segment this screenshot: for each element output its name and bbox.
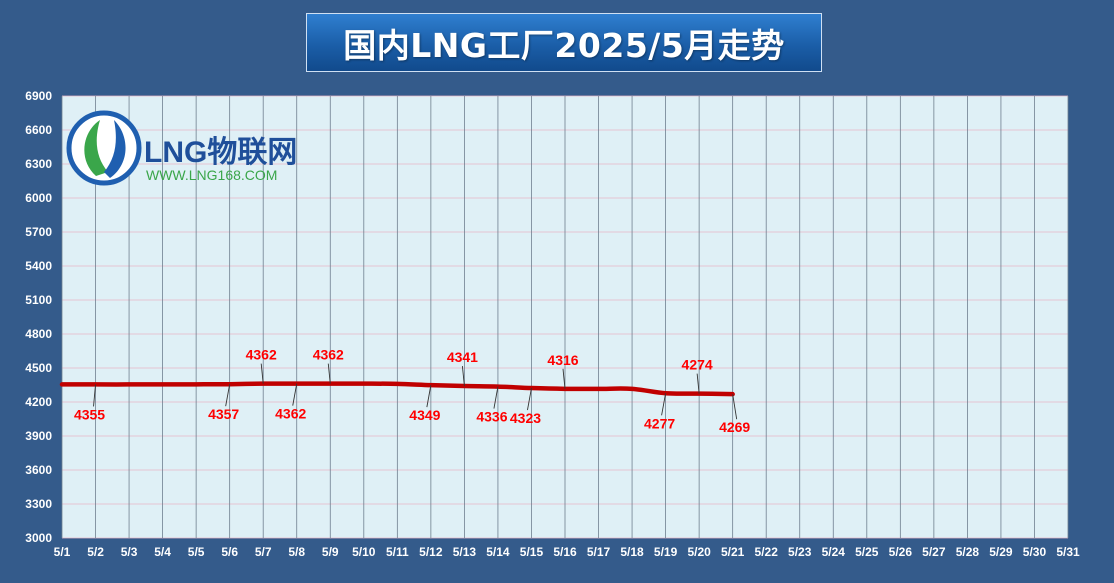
data-label-leader xyxy=(461,365,465,387)
x-tick-label: 5/20 xyxy=(687,545,711,559)
y-tick-label: 6000 xyxy=(25,191,52,205)
data-label-leader xyxy=(527,387,532,411)
x-tick-label: 5/5 xyxy=(188,545,205,559)
x-tick-label: 5/18 xyxy=(620,545,644,559)
y-tick-label: 5700 xyxy=(25,225,52,239)
x-tick-label: 5/28 xyxy=(956,545,980,559)
x-tick-label: 5/23 xyxy=(788,545,812,559)
x-tick-label: 5/29 xyxy=(989,545,1013,559)
y-tick-label: 6600 xyxy=(25,123,52,137)
x-tick-label: 5/11 xyxy=(386,545,409,559)
data-label-leader xyxy=(562,368,566,389)
x-tick-label: 5/13 xyxy=(453,545,477,559)
y-tick-label: 3900 xyxy=(25,429,52,443)
data-label: 4362 xyxy=(275,406,306,422)
lng-logo: LNG物联网 WWW.LNG168.COM xyxy=(66,110,297,186)
x-tick-label: 5/16 xyxy=(553,545,577,559)
logo-leaf-blue xyxy=(104,120,126,178)
data-label: 4269 xyxy=(719,419,750,435)
y-tick-label: 4800 xyxy=(25,327,52,341)
data-label-leader xyxy=(661,393,667,416)
data-label-leader xyxy=(732,394,738,420)
data-labels: 4355 4357 4362 4362 4362 4349 4341 4336 4323 4316… xyxy=(74,347,750,436)
x-tick-label: 5/7 xyxy=(255,545,272,559)
data-label: 4349 xyxy=(409,407,440,423)
vertical-gridlines xyxy=(61,96,1069,538)
data-label: 4316 xyxy=(547,352,578,368)
y-tick-label: 6300 xyxy=(25,157,52,171)
logo-brand: LNG物联网 xyxy=(144,136,297,169)
logo-leaf-green xyxy=(84,120,108,176)
x-tick-label: 5/9 xyxy=(322,545,339,559)
data-label-leaders xyxy=(93,363,738,420)
data-label-leader xyxy=(292,383,298,406)
x-axis-ticks: 5/1 5/2 5/3 5/4 5/5 5/6 5/7 5/8 5/9 5/10 5/11 5/12 5… xyxy=(54,545,1080,559)
x-tick-label: 5/8 xyxy=(288,545,305,559)
y-tick-label: 6900 xyxy=(25,89,52,103)
y-tick-label: 4500 xyxy=(25,361,52,375)
data-label-leader xyxy=(225,384,231,407)
y-tick-label: 3000 xyxy=(25,531,52,545)
y-tick-label: 3300 xyxy=(25,497,52,511)
data-label-leader xyxy=(260,363,264,384)
data-label: 4274 xyxy=(682,357,713,373)
data-label: 4362 xyxy=(246,347,277,363)
data-label: 4336 xyxy=(476,409,507,425)
data-label: 4277 xyxy=(644,415,675,431)
series-line xyxy=(59,381,735,397)
x-tick-label: 5/30 xyxy=(1023,545,1047,559)
x-tick-label: 5/4 xyxy=(154,545,171,559)
data-label: 4341 xyxy=(447,349,478,365)
x-tick-label: 5/3 xyxy=(121,545,138,559)
y-axis-ticks: 3000 3300 3600 3900 4200 4500 4800 5100 5400 5700… xyxy=(25,89,52,545)
data-label: 4357 xyxy=(208,406,239,422)
logo-emblem-ring xyxy=(66,110,142,186)
data-label: 4362 xyxy=(313,347,344,363)
x-tick-label: 5/31 xyxy=(1056,545,1080,559)
x-tick-label: 5/25 xyxy=(855,545,879,559)
x-tick-label: 5/22 xyxy=(755,545,779,559)
x-tick-label: 5/26 xyxy=(889,545,913,559)
x-tick-label: 5/1 xyxy=(54,545,71,559)
logo-url: WWW.LNG168.COM xyxy=(146,167,277,183)
x-tick-label: 5/12 xyxy=(419,545,443,559)
y-tick-label: 5400 xyxy=(25,259,52,273)
data-label-leader xyxy=(426,385,432,408)
chart-title: 国内LNG工厂2025/5月走势 xyxy=(343,25,785,65)
x-tick-label: 5/2 xyxy=(87,545,104,559)
data-label: 4355 xyxy=(74,406,105,422)
x-tick-label: 5/17 xyxy=(587,545,611,559)
x-tick-label: 5/6 xyxy=(221,545,238,559)
data-label-leader xyxy=(93,384,96,407)
data-label-leader xyxy=(327,363,331,384)
y-tick-label: 3600 xyxy=(25,463,52,477)
data-label-leader xyxy=(696,373,700,394)
data-label-leader xyxy=(493,386,499,409)
x-tick-label: 5/10 xyxy=(352,545,376,559)
data-label: 4323 xyxy=(510,410,541,426)
y-tick-label: 5100 xyxy=(25,293,52,307)
x-tick-label: 5/27 xyxy=(922,545,946,559)
x-tick-label: 5/24 xyxy=(822,545,846,559)
x-tick-label: 5/19 xyxy=(654,545,678,559)
x-tick-label: 5/21 xyxy=(721,545,745,559)
x-tick-label: 5/14 xyxy=(486,545,510,559)
chart-title-box: 国内LNG工厂2025/5月走势 xyxy=(306,13,822,72)
y-tick-label: 4200 xyxy=(25,395,52,409)
x-tick-label: 5/15 xyxy=(520,545,544,559)
